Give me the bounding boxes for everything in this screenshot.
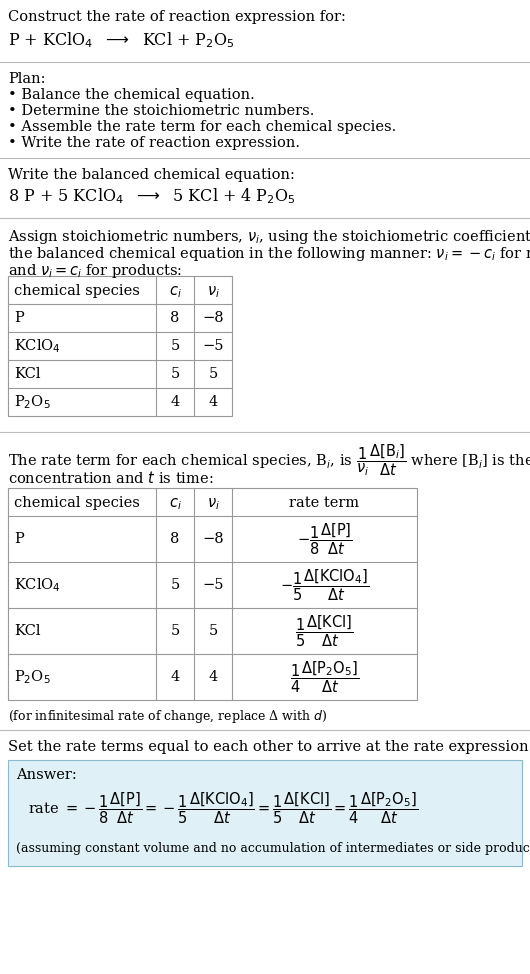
Text: Write the balanced chemical equation:: Write the balanced chemical equation: bbox=[8, 168, 295, 182]
Text: 5: 5 bbox=[208, 367, 218, 381]
Text: 5: 5 bbox=[170, 624, 180, 638]
Text: P$_2$O$_5$: P$_2$O$_5$ bbox=[14, 668, 51, 686]
Text: $\nu_i$: $\nu_i$ bbox=[207, 496, 219, 511]
Text: Assign stoichiometric numbers, $\nu_i$, using the stoichiometric coefficients, $: Assign stoichiometric numbers, $\nu_i$, … bbox=[8, 228, 530, 246]
Text: P: P bbox=[14, 532, 24, 546]
Text: chemical species: chemical species bbox=[14, 496, 140, 510]
Text: Plan:: Plan: bbox=[8, 72, 46, 86]
Text: 5: 5 bbox=[208, 624, 218, 638]
Text: The rate term for each chemical species, B$_i$, is $\dfrac{1}{\nu_i}\dfrac{\Delt: The rate term for each chemical species,… bbox=[8, 442, 530, 477]
Text: Answer:: Answer: bbox=[16, 768, 77, 782]
Text: rate $= -\dfrac{1}{8}\dfrac{\Delta[\mathrm{P}]}{\Delta t} = -\dfrac{1}{5}\dfrac{: rate $= -\dfrac{1}{8}\dfrac{\Delta[\math… bbox=[28, 790, 418, 826]
Text: and $\nu_i = c_i$ for products:: and $\nu_i = c_i$ for products: bbox=[8, 262, 182, 280]
Text: Set the rate terms equal to each other to arrive at the rate expression:: Set the rate terms equal to each other t… bbox=[8, 740, 530, 754]
Text: the balanced chemical equation in the following manner: $\nu_i = -c_i$ for react: the balanced chemical equation in the fo… bbox=[8, 245, 530, 263]
Text: KClO$_4$: KClO$_4$ bbox=[14, 337, 61, 355]
Text: 4: 4 bbox=[170, 395, 180, 409]
Text: $-\dfrac{1}{8}\dfrac{\Delta\mathrm{[P]}}{\Delta t}$: $-\dfrac{1}{8}\dfrac{\Delta\mathrm{[P]}}… bbox=[297, 521, 352, 557]
Text: 4: 4 bbox=[170, 670, 180, 684]
Text: 8: 8 bbox=[170, 311, 180, 325]
Bar bbox=[8, 760, 522, 866]
Text: 5: 5 bbox=[170, 578, 180, 592]
Text: $-\dfrac{1}{5}\dfrac{\Delta\mathrm{[KClO_4]}}{\Delta t}$: $-\dfrac{1}{5}\dfrac{\Delta\mathrm{[KClO… bbox=[280, 567, 369, 603]
Text: • Write the rate of reaction expression.: • Write the rate of reaction expression. bbox=[8, 136, 300, 150]
Text: • Assemble the rate term for each chemical species.: • Assemble the rate term for each chemic… bbox=[8, 120, 396, 134]
Text: KCl: KCl bbox=[14, 367, 40, 381]
Text: KClO$_4$: KClO$_4$ bbox=[14, 577, 61, 594]
Text: −8: −8 bbox=[202, 532, 224, 546]
Text: −8: −8 bbox=[202, 311, 224, 325]
Text: $\nu_i$: $\nu_i$ bbox=[207, 284, 219, 300]
Text: $\dfrac{1}{4}\dfrac{\Delta\mathrm{[P_2O_5]}}{\Delta t}$: $\dfrac{1}{4}\dfrac{\Delta\mathrm{[P_2O_… bbox=[290, 659, 359, 694]
Text: P + KClO$_4$  $\longrightarrow$  KCl + P$_2$O$_5$: P + KClO$_4$ $\longrightarrow$ KCl + P$_… bbox=[8, 30, 235, 50]
Text: 8 P + 5 KClO$_4$  $\longrightarrow$  5 KCl + 4 P$_2$O$_5$: 8 P + 5 KClO$_4$ $\longrightarrow$ 5 KCl… bbox=[8, 186, 296, 206]
Bar bbox=[8, 276, 232, 416]
Text: KCl: KCl bbox=[14, 624, 40, 638]
Text: 4: 4 bbox=[208, 395, 218, 409]
Text: (for infinitesimal rate of change, replace Δ with $d$): (for infinitesimal rate of change, repla… bbox=[8, 708, 328, 725]
Text: concentration and $t$ is time:: concentration and $t$ is time: bbox=[8, 470, 214, 486]
Text: P: P bbox=[14, 311, 24, 325]
Text: 8: 8 bbox=[170, 532, 180, 546]
Text: −5: −5 bbox=[202, 339, 224, 353]
Text: 5: 5 bbox=[170, 367, 180, 381]
Text: −5: −5 bbox=[202, 578, 224, 592]
Text: • Determine the stoichiometric numbers.: • Determine the stoichiometric numbers. bbox=[8, 104, 314, 118]
Text: $\dfrac{1}{5}\dfrac{\Delta\mathrm{[KCl]}}{\Delta t}$: $\dfrac{1}{5}\dfrac{\Delta\mathrm{[KCl]}… bbox=[295, 614, 354, 649]
Text: • Balance the chemical equation.: • Balance the chemical equation. bbox=[8, 88, 255, 102]
Bar bbox=[8, 488, 417, 700]
Text: 4: 4 bbox=[208, 670, 218, 684]
Text: chemical species: chemical species bbox=[14, 284, 140, 298]
Text: Construct the rate of reaction expression for:: Construct the rate of reaction expressio… bbox=[8, 10, 346, 24]
Text: rate term: rate term bbox=[289, 496, 359, 510]
Text: (assuming constant volume and no accumulation of intermediates or side products): (assuming constant volume and no accumul… bbox=[16, 842, 530, 855]
Text: $c_i$: $c_i$ bbox=[169, 284, 181, 300]
Text: $c_i$: $c_i$ bbox=[169, 496, 181, 511]
Text: P$_2$O$_5$: P$_2$O$_5$ bbox=[14, 393, 51, 411]
Text: 5: 5 bbox=[170, 339, 180, 353]
